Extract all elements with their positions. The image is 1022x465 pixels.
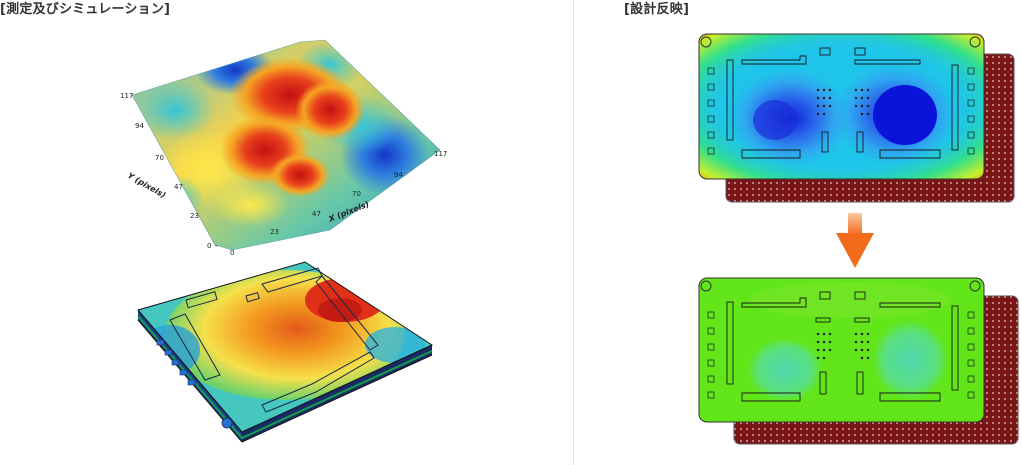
board-components [169, 267, 379, 413]
pcb-before [698, 33, 1015, 203]
y-tick-label: 117 [120, 92, 133, 100]
x-tick-label: 117 [434, 150, 447, 158]
board-pads [156, 339, 196, 386]
pcb-after [698, 277, 1019, 445]
down-arrow [836, 213, 874, 268]
heat-surface [132, 40, 440, 250]
x-tick-label: 23 [270, 228, 279, 236]
surface-plot: 117 94 70 47 23 0 Y (pixels) 0 23 47 70 … [120, 39, 447, 257]
y-tick-label: 70 [155, 154, 164, 162]
mounting-hole [221, 417, 233, 429]
y-tick-label: 47 [174, 183, 183, 191]
left-section-title: [測定及びシミュレーション] [0, 2, 171, 17]
right-section-title: [設計反映] [624, 2, 690, 17]
y-tick-label: 23 [190, 212, 199, 220]
y-tick-label: 94 [135, 122, 144, 130]
y-axis-ticks: 117 94 70 47 23 0 [120, 92, 211, 250]
x-tick-label: 94 [394, 171, 403, 179]
x-tick-label: 47 [312, 210, 321, 218]
y-axis-title: Y (pixels) [126, 171, 167, 200]
x-axis-ticks: 0 23 47 70 94 117 [230, 150, 447, 257]
x-tick-label: 70 [352, 190, 361, 198]
thermal-board-3d [137, 261, 434, 443]
y-tick-label: 0 [207, 242, 211, 250]
x-tick-label: 0 [230, 249, 234, 257]
section-divider [573, 0, 574, 465]
